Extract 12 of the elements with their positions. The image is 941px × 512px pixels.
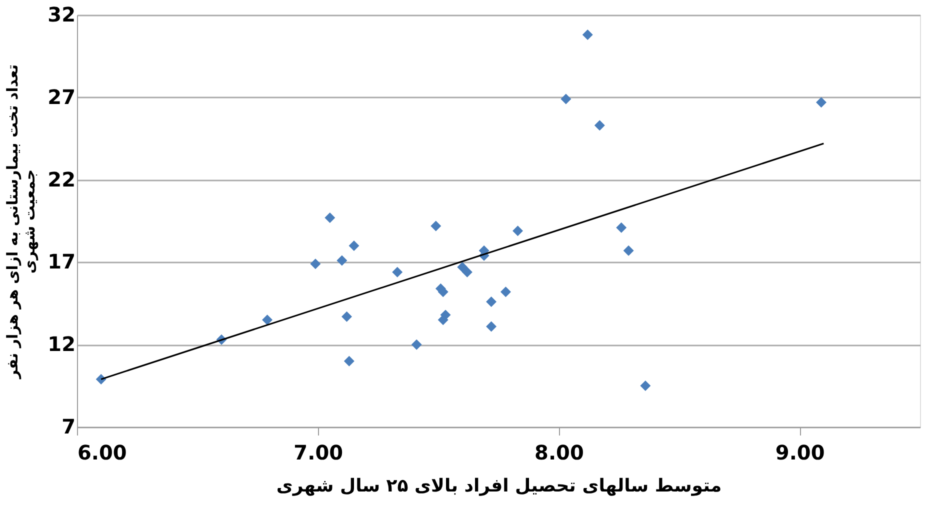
y-tick-label: 32: [48, 2, 76, 26]
y-axis-title: تعداد تخت بیمارستانی به ازای هر هزار نفر جمعیت شهری: [4, 64, 39, 380]
y-tick-label: 7: [62, 414, 76, 438]
x-tick-label: 9.00: [775, 440, 825, 464]
y-tick-label: 27: [48, 84, 76, 109]
y-tick-label: 22: [48, 167, 76, 192]
x-axis-title: متوسط سالهای تحصیل افراد بالای ۲۵ سال شهری: [276, 476, 722, 496]
x-tick-label: 6.00: [78, 440, 127, 464]
x-tick-label: 8.00: [534, 440, 584, 464]
y-tick-label: 17: [48, 250, 76, 274]
y-tick-label: 12: [48, 332, 76, 356]
x-tick-label: 7.00: [294, 440, 344, 464]
